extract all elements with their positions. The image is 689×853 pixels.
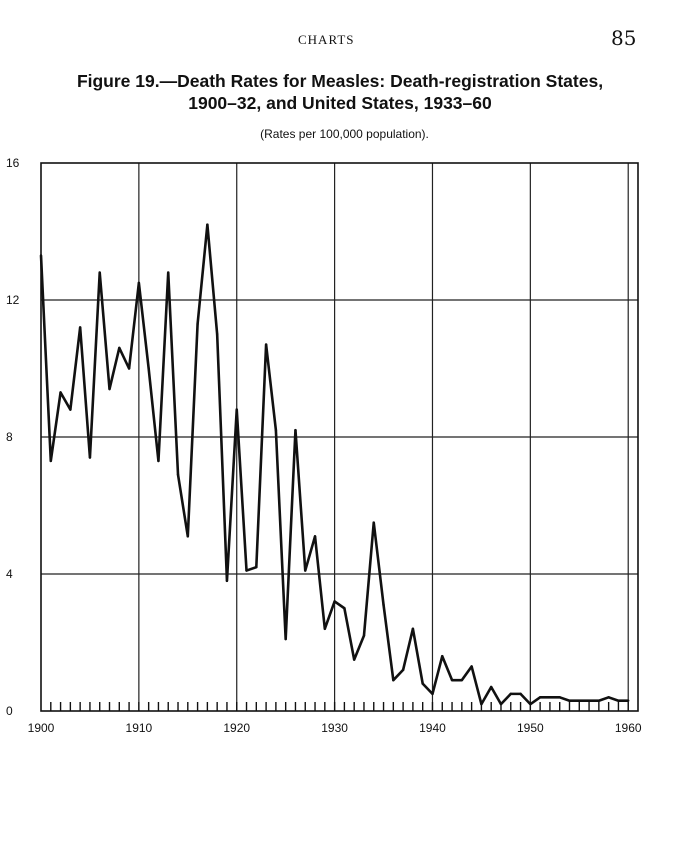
data-point xyxy=(587,699,591,702)
data-point xyxy=(597,699,601,702)
data-point xyxy=(245,569,248,572)
data-point xyxy=(421,682,424,685)
plot-frame xyxy=(40,162,639,712)
data-point xyxy=(59,391,62,394)
figure-title-line-1: Figure 19.—Death Rates for Measles: Deat… xyxy=(76,71,604,91)
data-point xyxy=(519,692,522,696)
y-axis-labels: 0 4 8 12 16 xyxy=(6,156,20,718)
data-point xyxy=(617,699,620,702)
figure-title-line-2: 1900–32, and United States, 1933–60 xyxy=(188,93,492,113)
running-head: CHARTS 85 xyxy=(0,26,689,52)
data-point xyxy=(499,702,503,706)
data-point xyxy=(509,692,512,696)
x-tick-label: 1950 xyxy=(517,721,544,735)
data-point xyxy=(215,333,219,336)
data-point xyxy=(333,600,336,603)
data-point xyxy=(137,281,141,285)
data-point xyxy=(235,408,238,411)
data-point xyxy=(382,603,385,607)
data-point xyxy=(69,408,72,411)
data-point xyxy=(98,271,101,274)
data-point xyxy=(548,696,552,699)
data-point xyxy=(411,627,415,630)
data-point xyxy=(206,223,209,226)
data-point xyxy=(489,685,493,689)
data-point xyxy=(49,459,52,463)
data-point xyxy=(157,459,160,463)
data-point xyxy=(441,655,444,658)
data-point xyxy=(480,702,483,706)
data-point xyxy=(294,428,297,432)
data-point xyxy=(450,678,454,682)
data-point xyxy=(392,678,395,682)
x-tick-label: 1920 xyxy=(223,721,250,735)
data-point xyxy=(225,579,229,583)
data-point xyxy=(607,696,610,699)
running-head-title: CHARTS xyxy=(298,32,355,47)
y-tick-label: 0 xyxy=(6,704,13,718)
data-point xyxy=(39,254,43,257)
data-point xyxy=(313,535,317,538)
data-point xyxy=(255,565,258,569)
x-tick-label: 1940 xyxy=(419,721,446,735)
data-point xyxy=(460,678,464,682)
chart-grid xyxy=(41,163,638,711)
data-point xyxy=(568,699,571,702)
data-point xyxy=(529,702,532,706)
data-point xyxy=(78,326,82,329)
data-point xyxy=(127,367,131,370)
figure-title: Figure 19.—Death Rates for Measles: Deat… xyxy=(30,70,650,114)
data-point xyxy=(264,343,268,346)
y-tick-label: 4 xyxy=(6,567,13,581)
data-point xyxy=(538,696,542,699)
data-point xyxy=(108,387,111,391)
x-tick-label: 1960 xyxy=(615,721,642,735)
y-tick-label: 16 xyxy=(6,156,20,170)
data-point xyxy=(362,634,366,637)
data-point xyxy=(401,668,405,672)
data-point xyxy=(118,346,121,350)
page-number: 85 xyxy=(611,26,637,50)
data-point xyxy=(147,367,150,370)
data-point xyxy=(88,456,92,459)
data-point xyxy=(343,607,346,610)
x-tick-label: 1930 xyxy=(321,721,348,735)
data-point xyxy=(323,627,327,630)
data-point xyxy=(274,428,278,432)
data-point xyxy=(167,271,170,274)
data-point xyxy=(196,322,199,326)
data-point xyxy=(284,637,287,641)
data-point xyxy=(431,692,434,696)
figure-subtitle: (Rates per 100,000 population). xyxy=(260,127,429,141)
data-point xyxy=(372,521,375,524)
data-point xyxy=(470,665,473,668)
data-point xyxy=(627,699,630,702)
data-point xyxy=(176,473,180,476)
year-tick-marks xyxy=(50,702,629,711)
data-point xyxy=(304,569,307,572)
data-points xyxy=(39,223,630,706)
data-point xyxy=(186,535,190,538)
x-axis-labels: 1900 1910 1920 1930 1940 1950 1960 xyxy=(28,721,642,735)
data-point xyxy=(578,699,581,702)
y-tick-label: 8 xyxy=(6,430,13,444)
y-tick-label: 12 xyxy=(6,293,20,307)
data-point xyxy=(352,658,356,661)
x-tick-label: 1900 xyxy=(28,721,55,735)
x-tick-label: 1910 xyxy=(126,721,153,735)
data-point xyxy=(558,696,561,699)
